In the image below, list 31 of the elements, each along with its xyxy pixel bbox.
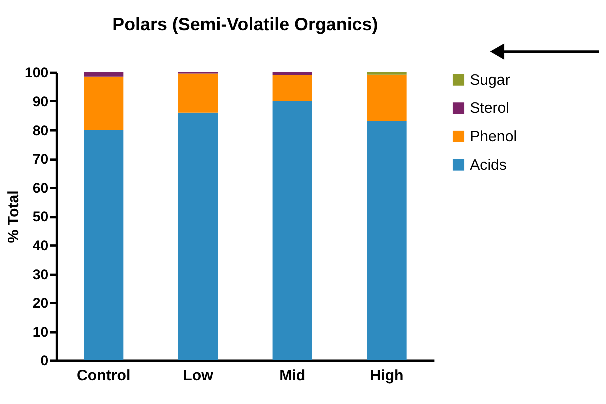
y-tick-label: 80 <box>32 122 49 138</box>
bar <box>272 72 312 76</box>
bar <box>367 74 407 122</box>
y-tick-label: 30 <box>32 266 49 282</box>
y-tick-label: 20 <box>32 295 49 312</box>
chart-title: Polars (Semi-Volatile Organics) <box>112 14 378 34</box>
y-tick-label: 40 <box>32 237 49 254</box>
x-tick-label: Low <box>183 368 214 385</box>
bar <box>178 74 218 113</box>
y-tick-label: 0 <box>40 352 49 369</box>
legend-label: Phenol <box>470 128 518 146</box>
y-tick-label: 60 <box>32 180 49 196</box>
bar <box>84 72 124 77</box>
bar <box>272 75 312 102</box>
legend-label: Sterol <box>470 100 510 118</box>
x-tick-label: Control <box>77 368 131 385</box>
y-tick-label: 70 <box>32 151 49 168</box>
bar <box>178 112 218 360</box>
bar <box>84 130 124 360</box>
x-tick-label: Mid <box>280 368 306 385</box>
legend-label: Acids <box>470 156 507 174</box>
y-tick-label: 10 <box>32 324 49 340</box>
y-tick-label: 100 <box>25 64 49 81</box>
bar <box>84 76 124 130</box>
y-tick-label: 50 <box>32 208 49 225</box>
y-tick-label: 90 <box>32 94 49 110</box>
x-tick-label: High <box>370 368 404 385</box>
y-axis-title: % Total <box>5 190 22 244</box>
legend-label: Sugar <box>470 72 510 89</box>
bar <box>367 121 407 360</box>
bar <box>272 101 312 360</box>
